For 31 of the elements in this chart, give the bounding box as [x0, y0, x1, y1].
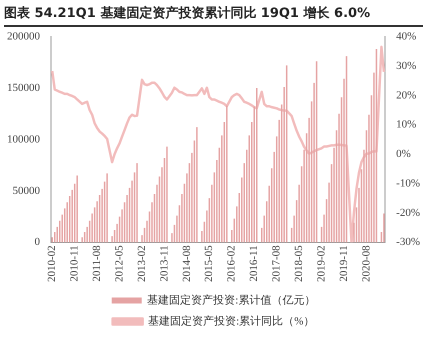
x-tick-label: 2020-08 [360, 244, 372, 282]
legend-label: 基建固定资产投资:累计同比（%） [148, 314, 314, 328]
y-tick-label: 100000 [7, 133, 40, 146]
x-tick-label: 2019-11 [338, 245, 350, 282]
x-tick-label: 2018-05 [293, 244, 306, 282]
y-tick-label: 50000 [12, 184, 40, 197]
x-tick-label: 2010-02 [46, 245, 58, 282]
y-tick-label: 150000 [7, 82, 40, 94]
x-tick-label: 2015-05 [203, 244, 216, 282]
x-tick-label: 2013-11 [158, 245, 170, 282]
x-tick-label: 2012-05 [113, 244, 126, 282]
x-tick-label: 2019-02 [315, 245, 328, 282]
x-tick-label: 2016-02 [226, 245, 238, 282]
legend-label: 基建固定资产投资:累计值（亿元） [147, 293, 316, 306]
x-tick-label: 2010-11 [68, 245, 81, 282]
x-tick-label: 2017-08 [270, 244, 283, 282]
y-tick-label: 0 [34, 236, 40, 248]
y2-tick-label: -20% [396, 206, 420, 219]
y2-tick-label: 20% [396, 89, 416, 102]
y2-tick-label: 10% [396, 118, 416, 131]
x-tick-label: 2013-02 [136, 245, 148, 282]
y2-tick-label: 30% [396, 60, 416, 72]
x-tick-label: 2014-08 [180, 244, 193, 282]
x-tick-label: 2016-11 [248, 245, 260, 282]
y2-tick-label: 0% [396, 148, 411, 160]
y-tick-label: 200000 [7, 30, 40, 42]
y2-tick-label: 40% [396, 30, 416, 42]
chart-title: 图表 54.21Q1 基建固定资产投资累计同比 19Q1 增长 6.0% [4, 4, 423, 27]
y2-tick-label: -30% [396, 236, 420, 248]
y2-tick-label: -10% [396, 177, 420, 190]
x-tick-label: 2011-08 [91, 244, 104, 282]
